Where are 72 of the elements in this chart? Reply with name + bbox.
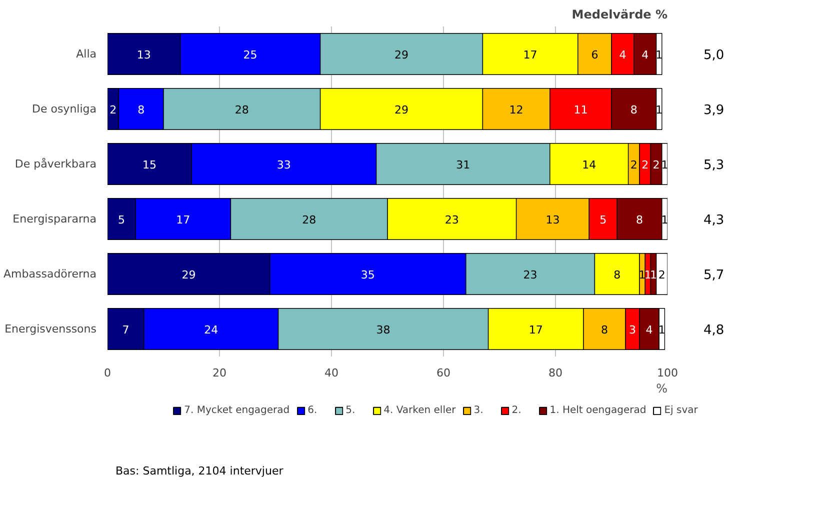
x-tick-label: 20	[212, 366, 226, 380]
data-label: 4	[646, 324, 653, 336]
data-label: 8	[138, 104, 145, 116]
x-tick-label: 40	[324, 366, 338, 380]
legend-label: 5.	[346, 405, 356, 416]
data-label: 17	[528, 324, 543, 336]
data-label: 6	[591, 48, 598, 62]
text: 3,9	[704, 103, 724, 118]
text: 5,3	[704, 158, 724, 173]
data-label: 2	[642, 158, 649, 172]
y-tick-label: De påverkbara	[14, 158, 97, 170]
x-axis-title: %	[656, 382, 668, 396]
data-label: 4	[642, 48, 649, 62]
x-tick-label: 0	[104, 366, 111, 380]
data-label: 38	[376, 324, 390, 336]
data-label: 24	[204, 324, 218, 336]
legend-label: 1. Helt oengagerad	[550, 405, 646, 416]
data-label: 33	[276, 158, 291, 172]
data-label: 29	[394, 48, 408, 62]
data-label: 14	[582, 158, 596, 172]
y-tick-label: Ambassadörerna	[4, 268, 96, 280]
data-label: 5	[600, 214, 607, 226]
data-label: 5	[118, 214, 125, 226]
data-label: 29	[182, 268, 196, 282]
data-label: 2	[630, 158, 638, 172]
text: Bas: Samtliga, 2104 intervjuer	[116, 464, 284, 478]
data-label: 13	[546, 214, 560, 226]
data-label: 23	[523, 268, 538, 282]
text: 5,0	[704, 48, 724, 63]
data-label: 31	[456, 158, 470, 172]
legend-label: 3.	[474, 405, 484, 416]
data-label: 1	[650, 268, 657, 282]
data-label: 7	[122, 324, 130, 336]
x-tick-label: 60	[436, 366, 450, 380]
data-label: 28	[234, 104, 249, 116]
data-label: 23	[444, 214, 459, 226]
data-label: 25	[243, 48, 258, 62]
data-label: 2	[110, 104, 117, 116]
data-label: 17	[176, 214, 190, 226]
data-label: 1	[644, 268, 652, 282]
data-label: 35	[360, 268, 375, 282]
text: 4,3	[704, 213, 724, 228]
text: Medelvärde %	[572, 8, 668, 22]
data-label: 2	[652, 158, 660, 172]
data-label: 1	[658, 324, 666, 336]
legend-label: 2.	[512, 405, 522, 416]
data-label: 2	[658, 268, 666, 282]
x-tick-label: 80	[548, 366, 562, 380]
data-label: 8	[601, 324, 608, 336]
y-tick-label: Energispararna	[12, 212, 97, 226]
text: 5,7	[704, 268, 724, 283]
y-tick-label: Energisvenssons	[4, 322, 97, 336]
legend-label: 6.	[308, 405, 318, 416]
data-label: 3	[629, 324, 636, 336]
y-tick-label: Alla	[76, 48, 97, 60]
x-tick-label: 100	[657, 366, 678, 380]
data-label: 15	[142, 158, 156, 172]
data-label: 8	[636, 214, 643, 226]
data-label: 12	[509, 104, 524, 116]
text: 4,8	[704, 323, 724, 338]
data-label: 8	[614, 268, 621, 282]
data-label: 4	[619, 48, 626, 62]
legend-label: Ej svar	[664, 405, 698, 416]
y-tick-label: De osynliga	[32, 102, 97, 116]
legend-label: 4. Varken eller	[384, 405, 456, 416]
data-label: 13	[136, 48, 151, 62]
data-label: 8	[630, 104, 638, 116]
data-label: 29	[394, 104, 408, 116]
legend-label: 7. Mycket engagerad	[184, 405, 290, 416]
data-label: 11	[574, 104, 588, 116]
data-label: 17	[523, 48, 538, 62]
data-label: 28	[302, 214, 316, 226]
